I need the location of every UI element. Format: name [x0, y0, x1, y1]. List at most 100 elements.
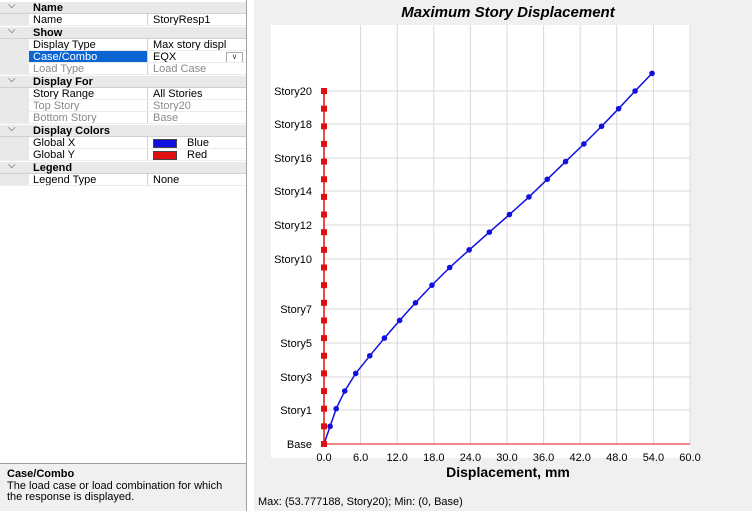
y-tick-label: Story18 [274, 119, 312, 131]
property-label: Load Type [29, 63, 148, 75]
property-row-story-range[interactable]: Story Range All Stories [0, 88, 246, 101]
y-tick-label: Story7 [280, 304, 312, 316]
property-row-top-story: Top Story Story20 [0, 100, 246, 113]
property-row-case-combo[interactable]: Case/Combo EQX ∨ [0, 51, 246, 64]
data-point-marker [321, 317, 327, 324]
row-gutter [0, 88, 29, 100]
data-point-marker [321, 193, 327, 200]
category-name[interactable]: ⌵ Name [0, 0, 246, 14]
data-point-marker [321, 370, 327, 377]
data-point-marker [321, 441, 327, 447]
bottom-story-value: Base [153, 112, 179, 124]
global-x-color-picker[interactable]: Blue [149, 137, 246, 148]
data-point-marker [321, 352, 327, 359]
legend-type-value[interactable]: None [153, 174, 180, 186]
category-title: Display Colors [33, 125, 111, 137]
property-row-bottom-story: Bottom Story Base [0, 112, 246, 125]
x-axis-label: Displacement, mm [446, 464, 570, 480]
collapse-chevron-icon[interactable]: ⌵ [8, 25, 16, 36]
y-tick-label: Story20 [274, 86, 312, 98]
red-color-swatch [153, 150, 177, 160]
x-tick-label: 24.0 [460, 452, 481, 464]
data-point-marker [321, 105, 327, 112]
category-display-for[interactable]: ⌵ Display For [0, 74, 246, 88]
top-story-value: Story20 [153, 100, 191, 112]
data-point-marker [321, 335, 327, 342]
category-show[interactable]: ⌵ Show [0, 25, 246, 39]
category-display-colors[interactable]: ⌵ Display Colors [0, 123, 246, 137]
collapse-chevron-icon[interactable]: ⌵ [8, 0, 16, 11]
data-point-marker [615, 105, 622, 112]
data-point-marker [544, 176, 551, 183]
row-gutter [0, 174, 29, 186]
property-label: Global X [29, 137, 148, 149]
data-point-marker [396, 317, 403, 324]
data-point-marker [321, 405, 327, 412]
data-point-marker [333, 405, 339, 412]
property-label: Bottom Story [29, 112, 148, 124]
property-row-display-type[interactable]: Display Type Max story displ [0, 39, 246, 52]
chart-title: Maximum Story Displacement [401, 4, 615, 21]
x-tick-label: 18.0 [423, 452, 444, 464]
data-point-marker [327, 423, 333, 430]
property-row-load-type: Load Type Load Case [0, 63, 246, 76]
story-displacement-chart: Maximum Story Displacement Displacement,… [271, 4, 701, 480]
data-point-marker [321, 158, 327, 165]
category-title: Display For [33, 76, 93, 88]
blue-color-swatch [153, 138, 177, 148]
property-label: Legend Type [29, 174, 148, 186]
case-combo-select[interactable]: EQX ∨ [149, 51, 246, 63]
data-point-marker [562, 158, 569, 165]
data-point-marker [352, 370, 359, 377]
property-row-name[interactable]: Name StoryResp1 [0, 14, 246, 27]
display-type-value[interactable]: Max story displ [153, 39, 227, 51]
property-row-global-x[interactable]: Global X Blue [0, 137, 246, 150]
property-row-legend-type[interactable]: Legend Type None [0, 174, 246, 187]
category-title: Show [33, 27, 63, 39]
property-label: Case/Combo [29, 51, 148, 63]
collapse-chevron-icon[interactable]: ⌵ [8, 160, 16, 171]
color-name: Blue [187, 137, 210, 149]
collapse-chevron-icon[interactable]: ⌵ [8, 74, 16, 85]
x-tick-label: 36.0 [533, 452, 554, 464]
category-legend[interactable]: ⌵ Legend [0, 160, 246, 174]
dropdown-chevron-icon[interactable]: ∨ [226, 52, 243, 63]
y-tick-label: Story10 [274, 254, 312, 266]
x-tick-label: 30.0 [496, 452, 517, 464]
data-point-marker [321, 423, 327, 430]
data-point-marker [321, 123, 327, 130]
load-type-value: Load Case [153, 63, 207, 75]
data-point-marker [446, 264, 453, 271]
property-label: Global Y [29, 149, 148, 161]
name-value-field[interactable]: StoryResp1 [153, 14, 211, 26]
data-point-marker [321, 211, 327, 218]
data-point-marker [321, 246, 327, 253]
x-tick-label: 60.0 [679, 452, 700, 464]
data-point-marker [321, 388, 327, 395]
row-gutter [0, 63, 29, 75]
data-point-marker [649, 70, 655, 77]
property-row-global-y[interactable]: Global Y Red [0, 149, 246, 162]
y-tick-label: Story14 [274, 186, 312, 198]
data-point-marker [321, 299, 327, 306]
data-point-marker [321, 264, 327, 271]
data-point-marker [366, 352, 373, 359]
x-tick-label: 48.0 [606, 452, 627, 464]
story-range-value[interactable]: All Stories [153, 88, 203, 100]
data-point-marker [526, 194, 532, 200]
data-point-marker [321, 176, 327, 183]
row-gutter [0, 100, 29, 112]
data-point-marker [486, 229, 493, 235]
global-y-color-picker[interactable]: Red [149, 149, 246, 160]
x-tick-label: 54.0 [643, 452, 664, 464]
y-tick-label: Story1 [280, 405, 312, 417]
x-tick-label: 6.0 [353, 452, 368, 464]
data-point-marker [341, 388, 348, 394]
case-combo-value: EQX [153, 51, 177, 63]
description-text: The load case or load combination for wh… [7, 480, 223, 503]
collapse-chevron-icon[interactable]: ⌵ [8, 123, 16, 134]
data-point-marker [466, 247, 472, 253]
x-tick-label: 42.0 [569, 452, 590, 464]
data-point-marker [412, 300, 419, 306]
series-line [323, 72, 653, 445]
